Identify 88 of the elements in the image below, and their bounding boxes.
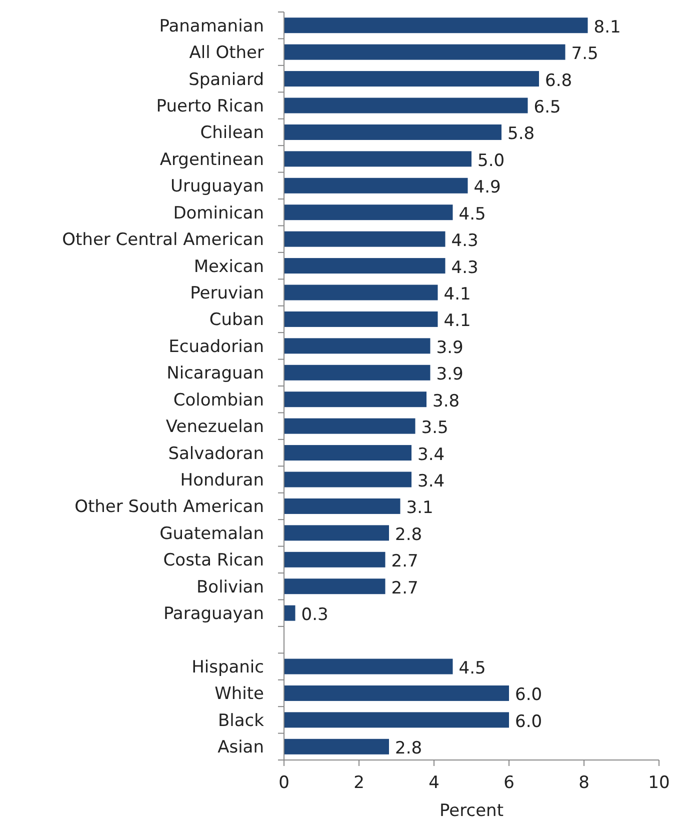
x-tick-label: 10 [648, 773, 670, 793]
y-tick-label: Bolivian [196, 577, 264, 598]
y-tick-label: Other Central American [62, 230, 264, 250]
data-label: 4.1 [444, 284, 471, 304]
bar [284, 338, 430, 354]
data-label: 3.8 [432, 391, 460, 412]
data-label: 3.9 [436, 338, 464, 358]
data-label: 2.8 [395, 738, 422, 759]
data-label: 4.3 [451, 231, 478, 252]
bar [284, 418, 416, 434]
data-label: 4.5 [458, 658, 486, 678]
bar [284, 178, 468, 194]
y-tick-label: Mexican [194, 256, 264, 277]
y-tick-label: Guatemalan [160, 524, 264, 544]
bar [284, 685, 509, 701]
y-tick-label: Venezuelan [166, 417, 264, 438]
y-tick-label: All Other [189, 43, 264, 64]
bar [284, 18, 588, 34]
bar [284, 552, 386, 568]
bar [284, 364, 430, 380]
bar [284, 498, 400, 514]
bar [284, 258, 446, 274]
data-label: 2.8 [395, 524, 422, 545]
bar [284, 392, 426, 408]
bar [284, 284, 438, 300]
data-label: 3.5 [421, 418, 448, 438]
bar [284, 124, 502, 140]
bar [284, 311, 438, 327]
y-tick-label: Hispanic [192, 658, 264, 678]
y-tick-label: Black [218, 710, 264, 731]
y-tick-label: Nicaraguan [166, 364, 264, 384]
data-label: 6.5 [534, 98, 561, 118]
bar [284, 658, 453, 674]
bar [284, 231, 446, 247]
data-label: 3.1 [406, 498, 434, 518]
data-label: 4.9 [474, 178, 501, 198]
y-tick-label: Argentinean [160, 150, 264, 170]
x-tick-label: 2 [354, 773, 364, 793]
bar [284, 525, 389, 541]
data-label: 3.4 [418, 472, 445, 492]
bar [284, 712, 509, 728]
data-label: 6.8 [545, 70, 572, 91]
y-tick-label: Peruvian [190, 284, 264, 304]
bar [284, 605, 296, 621]
y-tick-label: Other South American [74, 497, 264, 518]
x-tick-label: 6 [504, 773, 514, 793]
x-axis-title: Percent [440, 801, 504, 821]
data-label: 6.0 [515, 685, 542, 706]
x-tick-label: 0 [278, 773, 290, 793]
data-label: 6.0 [515, 712, 542, 732]
bar [284, 204, 453, 220]
data-label: 5.8 [508, 124, 535, 144]
bar [284, 151, 472, 167]
y-tick-label: Chilean [200, 123, 264, 144]
data-label: 0.3 [301, 605, 328, 626]
data-label: 8.1 [594, 17, 621, 38]
y-tick-label: Spaniard [188, 70, 264, 90]
bar [284, 445, 412, 461]
data-label: 3.4 [418, 444, 445, 465]
data-label: 4.1 [444, 311, 471, 332]
y-tick-label: Asian [218, 738, 264, 758]
data-label: 5.0 [478, 150, 505, 171]
bar [284, 98, 528, 114]
data-label: 4.5 [458, 204, 486, 224]
data-label: 2.7 [391, 578, 418, 598]
y-tick-label: Puerto Rican [156, 96, 264, 116]
bar [284, 71, 539, 87]
y-tick-label: Uruguayan [170, 176, 264, 197]
bar [284, 44, 566, 60]
y-tick-label: Honduran [180, 470, 264, 490]
data-label: 4.3 [451, 258, 478, 278]
x-tick-label: 4 [428, 773, 440, 793]
y-tick-label: Ecuadorian [168, 336, 264, 357]
y-tick-label: Paraguayan [163, 604, 264, 624]
y-tick-label: Dominican [173, 203, 264, 224]
y-tick-label: Salvadoran [168, 444, 264, 464]
y-tick-label: Cuban [209, 310, 264, 330]
y-tick-label: White [214, 684, 264, 704]
bar [284, 738, 389, 754]
data-label: 2.7 [391, 552, 418, 572]
y-tick-label: Panamanian [159, 16, 264, 36]
y-tick-label: Colombian [173, 390, 264, 410]
x-tick-label: 8 [578, 773, 590, 793]
data-label: 7.5 [571, 44, 598, 64]
bar [284, 472, 412, 488]
data-label: 3.9 [436, 364, 464, 385]
bar [284, 578, 386, 594]
y-tick-label: Costa Rican [163, 550, 264, 571]
